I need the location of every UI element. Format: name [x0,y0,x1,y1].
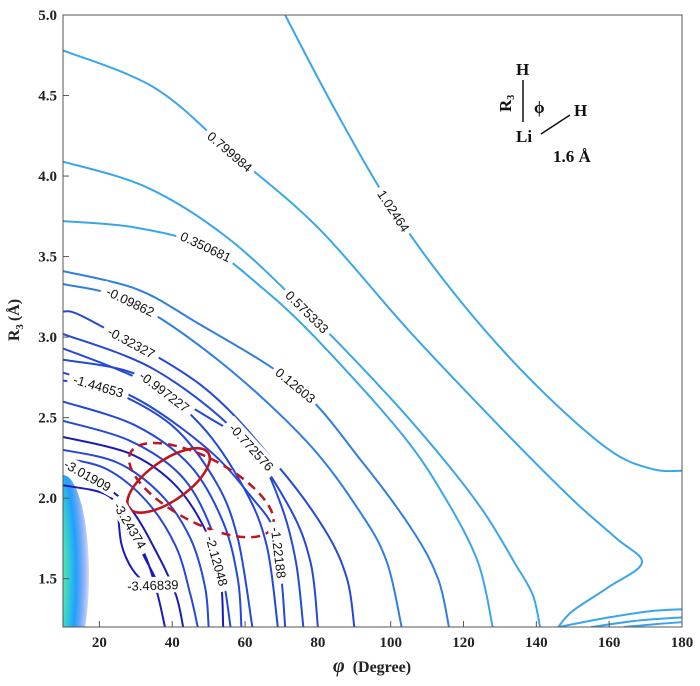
contour-label: -1.44653 [66,369,131,403]
plot-frame [62,14,683,628]
x-tick-label: 60 [238,635,253,651]
y-tick-label: 5.0 [38,8,57,24]
inset-fixed-bond [540,114,571,135]
contour-line [590,616,682,627]
potential-well-heatmap [63,475,89,627]
y-tick-label: 4.5 [38,89,57,105]
x-tick-label: 120 [452,635,475,651]
y-axis-label: R3(Å) [5,299,26,341]
contour-line [63,358,279,627]
y-tick-label: 1.5 [38,572,57,588]
contour-label-text: -1.22188 [268,526,289,579]
contour-label-text: 0.12603 [273,365,319,407]
contour-line [558,608,682,627]
contour-label: 0.350681 [174,225,238,268]
contour-line [623,621,682,627]
contour-label-text: 0.799984 [204,129,255,176]
x-axis-unit: (Degree) [353,659,411,676]
inset-top-atom: H [516,60,529,79]
y-tick-label: 2.5 [38,411,57,427]
x-tick-label: 80 [310,635,325,651]
y-tick-label: 3.0 [38,330,57,346]
inset-r3-label: R3 [496,95,517,112]
inset-side-atom: H [574,101,587,120]
contour-label-text: -3.46839 [127,577,179,594]
x-tick-label: 160 [598,635,621,651]
contour-label-text: -0.09862 [104,284,157,320]
inset-center-atom: Li [516,127,532,146]
x-tick-label: 20 [92,635,107,651]
contour-line [63,220,494,627]
contour-label-text: -1.44653 [72,372,125,401]
contour-label-text: -0.772576 [226,421,277,474]
x-tick-label: 180 [671,635,694,651]
contour-label: -1.22188 [267,520,291,585]
contour-label-text: -0.32327 [105,324,157,362]
molecule-inset: H R3 ϕ Li H 1.6 Å [496,60,592,166]
y-tick-label: 2.0 [38,491,57,507]
contour-line [63,456,199,627]
y-tick-label: 4.0 [38,169,57,185]
contour-label-text: -2.12048 [203,534,231,587]
contour-label: 0.12603 [269,361,322,409]
contour-line [284,15,682,473]
x-axis-label: φ (Degree) [333,655,411,677]
y-tick-label: 3.5 [38,250,57,266]
x-tick-label: 40 [165,635,180,651]
contour-label: -3.46839 [121,575,185,594]
contour-line [63,160,541,627]
contour-label: 0.799984 [201,125,259,178]
x-axis-symbol: φ [333,655,345,677]
contour-label-text: 1.02464 [374,187,412,235]
x-tick-label: 140 [525,635,548,651]
contour-label: 1.02464 [372,183,416,239]
inset-fixed-bond-length: 1.6 Å [553,147,592,166]
contour-label-text: 0.350681 [178,229,233,266]
contour-line [63,400,243,627]
contour-label: -3.24374 [107,494,154,557]
x-tick-label: 100 [379,635,402,651]
contour-line [63,448,210,627]
inset-angle-label: ϕ [534,98,545,117]
contour-line [63,270,450,627]
